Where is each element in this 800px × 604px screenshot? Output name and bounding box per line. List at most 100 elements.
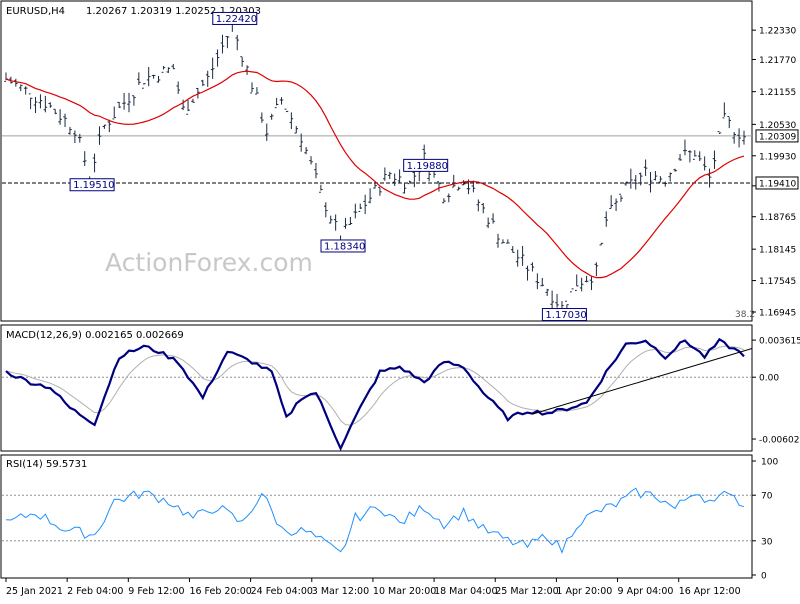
price-tick-label: 1.21155 bbox=[759, 88, 796, 98]
price-bar bbox=[73, 130, 77, 144]
price-bar bbox=[702, 156, 707, 171]
rsi-line bbox=[5, 487, 745, 554]
price-bar bbox=[264, 123, 269, 141]
price-bar bbox=[289, 112, 294, 130]
price-bar bbox=[53, 108, 57, 115]
price-bar bbox=[727, 115, 732, 129]
price-bar bbox=[48, 102, 53, 108]
price-bar bbox=[461, 180, 466, 186]
time-tick-label: 3 Mar 12:00 bbox=[312, 586, 369, 597]
price-bar bbox=[476, 199, 481, 212]
macd-tick-label: -0.006026 bbox=[759, 436, 800, 446]
price-bar bbox=[407, 180, 412, 185]
price-bar bbox=[191, 98, 195, 103]
price-bar bbox=[235, 34, 240, 51]
price-bar bbox=[299, 133, 303, 152]
price-bar bbox=[18, 84, 23, 92]
price-bar bbox=[255, 87, 259, 95]
ohlc-values: 1.20267 1.20319 1.20252 1.20303 bbox=[86, 6, 261, 17]
price-bar bbox=[343, 217, 348, 229]
rsi-tick-label: 30 bbox=[761, 537, 773, 547]
price-bar bbox=[530, 262, 535, 272]
current-price-tag: 1.20309 bbox=[755, 129, 799, 143]
annotation-label: 1.18340 bbox=[324, 241, 365, 252]
price-bar bbox=[697, 151, 702, 162]
price-bar bbox=[688, 150, 692, 163]
time-tick-label: 24 Feb 04:00 bbox=[251, 586, 313, 597]
price-bar bbox=[663, 181, 668, 187]
annotation-label: 1.19510 bbox=[73, 180, 114, 191]
price-bar bbox=[486, 217, 490, 229]
macd-trendline bbox=[532, 347, 753, 415]
price-bar bbox=[161, 66, 166, 73]
price-bar bbox=[451, 174, 456, 188]
price-bar bbox=[201, 79, 205, 87]
price-bar bbox=[269, 113, 274, 120]
price-bar bbox=[363, 194, 367, 215]
price-bar bbox=[146, 66, 151, 87]
price-bar bbox=[712, 150, 717, 169]
price-bar bbox=[422, 144, 426, 160]
price-bar bbox=[594, 262, 599, 277]
price-bar bbox=[648, 171, 653, 193]
price-panel bbox=[0, 0, 753, 322]
price-bar bbox=[166, 67, 171, 73]
price-bar bbox=[501, 239, 505, 244]
price-bar bbox=[678, 153, 682, 161]
price-annotation: 1.19880 bbox=[403, 158, 449, 172]
price-bar bbox=[638, 172, 643, 186]
price-bar bbox=[624, 181, 628, 186]
price-bar bbox=[525, 265, 530, 281]
rsi-tick-label: 100 bbox=[761, 458, 778, 468]
price-bar bbox=[609, 195, 613, 209]
watermark: ActionForex.com bbox=[105, 248, 313, 277]
price-bar bbox=[328, 215, 333, 224]
price-bar bbox=[506, 239, 510, 244]
macd-tick-label: 0.003615 bbox=[759, 337, 800, 347]
price-bar bbox=[117, 101, 121, 109]
price-bar bbox=[215, 49, 220, 67]
level-price-tag: 1.19410 bbox=[755, 176, 799, 190]
price-bar bbox=[387, 171, 392, 180]
macd-signal-line bbox=[5, 345, 745, 426]
price-bar bbox=[392, 173, 397, 186]
price-bar bbox=[604, 211, 609, 227]
time-tick-label: 18 Mar 04:00 bbox=[434, 586, 497, 597]
price-bar bbox=[683, 139, 687, 156]
price-bar bbox=[309, 156, 313, 165]
macd-line bbox=[5, 337, 745, 452]
price-bar bbox=[141, 83, 146, 89]
price-bar bbox=[673, 168, 677, 172]
price-bar bbox=[520, 245, 525, 266]
price-bar bbox=[471, 180, 476, 193]
symbol-label: EURUSD,H4 bbox=[6, 6, 65, 17]
price-bar bbox=[496, 233, 500, 248]
price-annotation: 1.17030 bbox=[541, 308, 587, 322]
price-bar bbox=[43, 95, 48, 113]
price-tick-label: 1.19930 bbox=[759, 152, 796, 162]
rsi-tick-label: 0 bbox=[761, 572, 767, 582]
price-bar bbox=[274, 97, 279, 109]
price-bar bbox=[732, 132, 736, 144]
price-bar bbox=[82, 151, 87, 167]
time-tick-label: 9 Feb 12:00 bbox=[128, 586, 184, 597]
price-bar bbox=[319, 184, 323, 193]
price-bar bbox=[132, 95, 136, 106]
time-tick-label: 16 Apr 12:00 bbox=[679, 586, 741, 597]
price-tick-label: 1.20530 bbox=[759, 121, 796, 131]
price-bar bbox=[574, 274, 579, 291]
price-bar bbox=[333, 214, 338, 231]
price-bar bbox=[107, 119, 112, 133]
time-tick-label: 10 Mar 20:00 bbox=[373, 586, 436, 597]
time-tick-label: 1 Apr 20:00 bbox=[556, 586, 612, 597]
price-bar bbox=[535, 273, 540, 290]
price-bar bbox=[348, 216, 353, 226]
price-bar bbox=[324, 202, 328, 218]
price-bar bbox=[196, 87, 200, 99]
price-bar bbox=[368, 188, 372, 204]
macd-axis: 0.003615 0.00 -0.006026 bbox=[752, 337, 800, 446]
price-bar bbox=[38, 94, 43, 109]
price-bar bbox=[122, 92, 126, 110]
price-bar bbox=[442, 198, 446, 204]
price-bar bbox=[358, 203, 363, 212]
